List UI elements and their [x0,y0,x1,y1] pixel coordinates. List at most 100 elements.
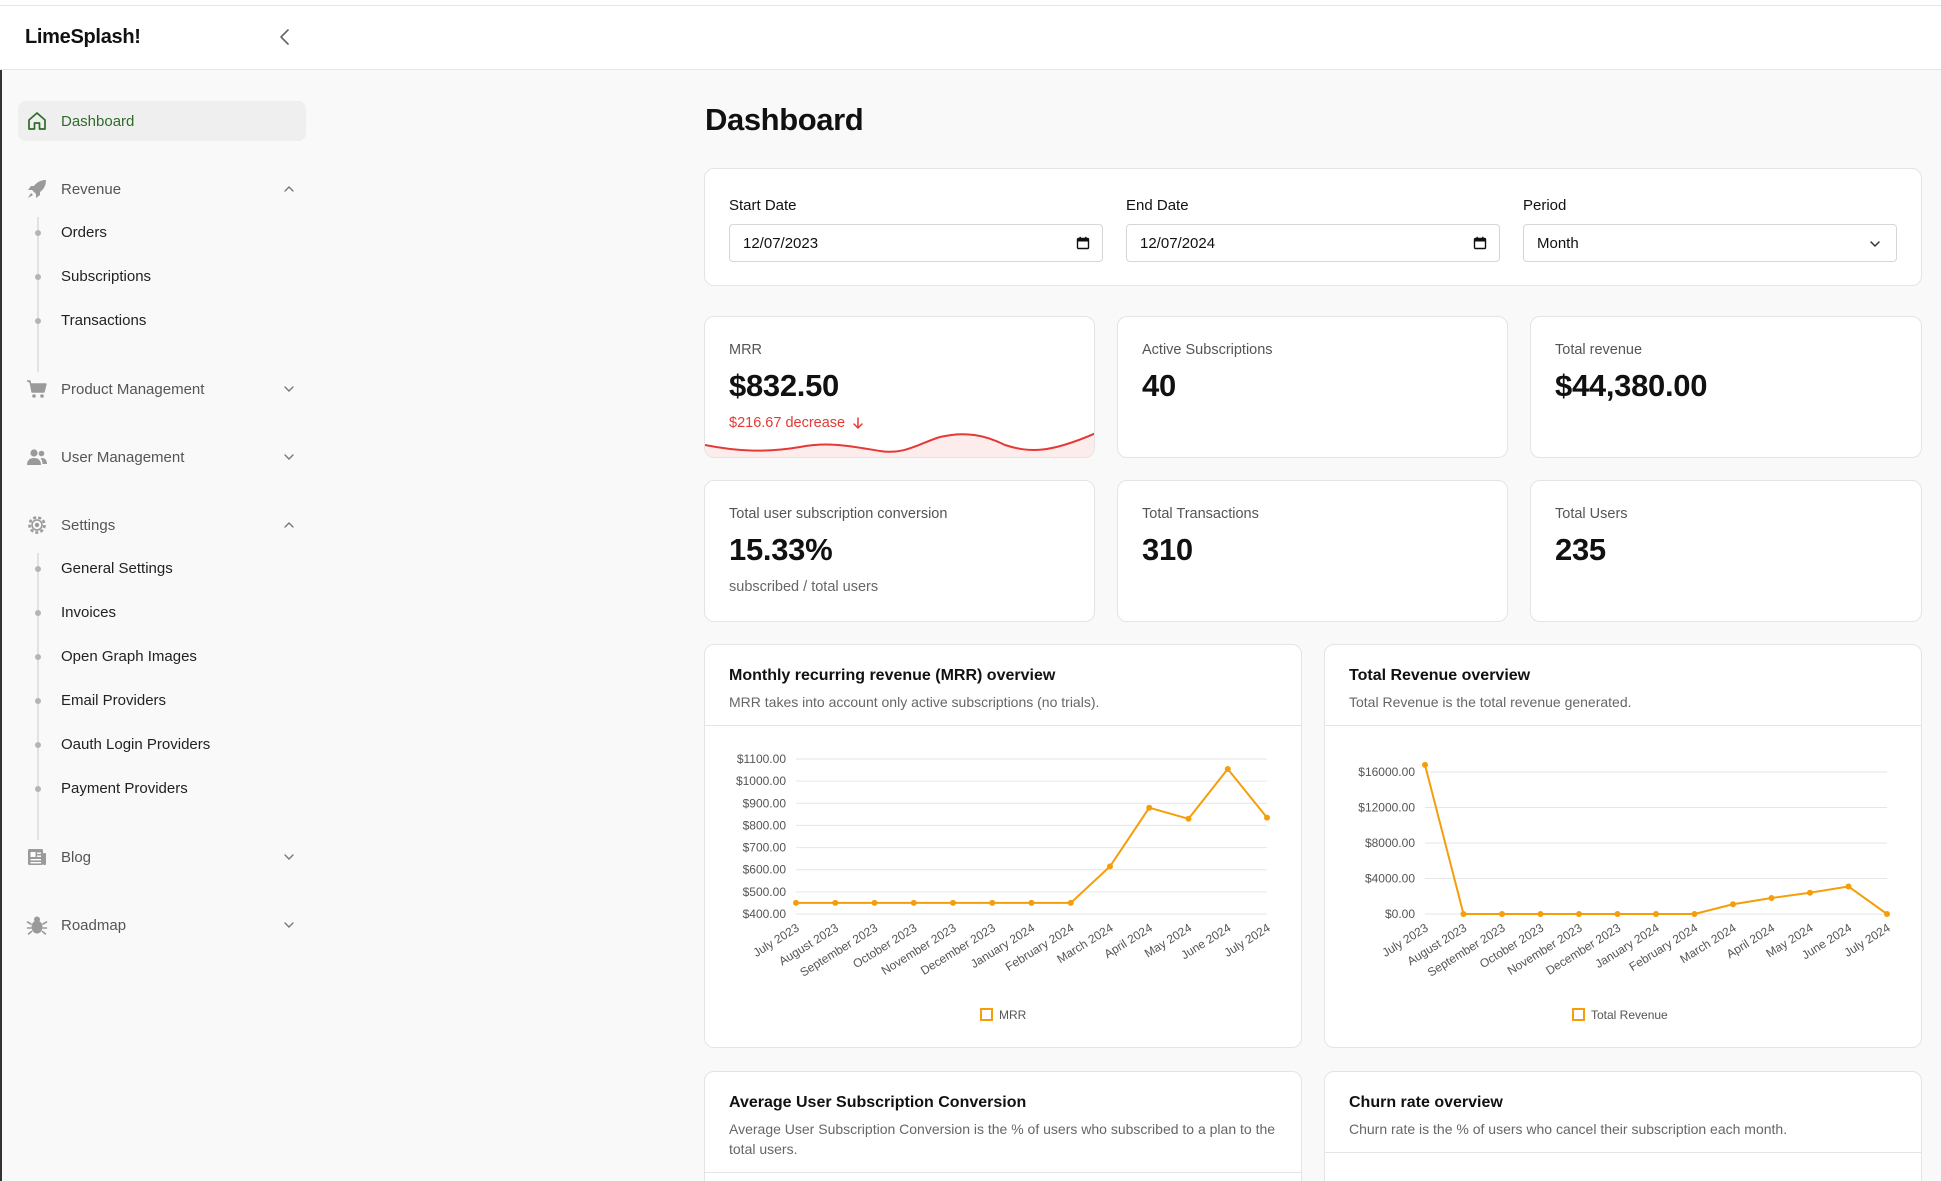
data-point [1537,911,1544,917]
date-filter-card: Start Date 12/07/2023 End Date 12/07/202… [704,168,1922,286]
y-tick-label: $0.00 [1385,907,1415,921]
mrr-label: MRR [729,342,763,358]
data-point [989,899,996,906]
start-date-input[interactable]: 12/07/2023 [729,224,1103,262]
y-tick-label: $700.00 [743,841,787,855]
users-icon [27,449,47,465]
data-point [1653,911,1659,917]
bullet-icon [35,698,41,704]
data-point [1499,911,1505,917]
conversion-sub: subscribed / total users [729,579,879,595]
sidebar-item-label: Transactions [61,312,147,329]
data-point [1146,804,1153,811]
data-point [910,899,917,906]
newspaper-icon [28,849,46,865]
y-tick-label: $1000.00 [736,774,786,788]
sidebar-item-blog[interactable]: Blog [18,837,306,877]
sidebar-item-subscriptions[interactable]: Subscriptions [18,260,306,294]
sidebar-item-payment-providers[interactable]: Payment Providers [18,772,306,806]
sidebar-item-user-management[interactable]: User Management [18,437,306,477]
bullet-icon [35,318,41,324]
series-line [796,767,1268,904]
sidebar-item-roadmap[interactable]: Roadmap [18,905,306,945]
data-point [793,899,799,906]
rocket-icon [28,180,46,198]
sidebar-item-transactions[interactable]: Transactions [18,304,306,338]
legend-swatch [980,1008,993,1021]
sidebar-item-oauth-login-providers[interactable]: Oauth Login Providers [18,728,306,762]
chevron-down-icon [284,922,294,928]
data-point [1264,814,1270,821]
sidebar-item-label: Blog [61,848,92,866]
data-point [950,899,956,906]
sidebar-item-email-providers[interactable]: Email Providers [18,684,306,718]
churn-chart-card: Churn rate overview Churn rate is the % … [1324,1071,1922,1181]
data-point [1185,815,1192,822]
collapse-sidebar-button[interactable] [274,26,296,48]
data-point [1730,901,1736,908]
chevron-down-icon [1870,241,1880,248]
sidebar-item-dashboard[interactable]: Dashboard [18,101,306,141]
end-date-input[interactable]: 12/07/2024 [1126,224,1500,262]
y-tick-label: $400.00 [743,907,787,921]
sidebar-item-label: Product Management [61,380,205,398]
churn-chart-title: Churn rate overview [1349,1094,1503,1111]
data-point [1576,911,1582,917]
y-tick-label: $600.00 [743,863,787,877]
sidebar-item-product-management[interactable]: Product Management [18,369,306,409]
sidebar-item-open-graph-images[interactable]: Open Graph Images [18,640,306,674]
sidebar-item-revenue[interactable]: Revenue [18,169,306,209]
data-point [1807,889,1813,896]
transactions-label: Total Transactions [1142,506,1259,522]
conversion-chart-card: Average User Subscription Conversion Ave… [704,1071,1302,1181]
data-point [1614,911,1621,917]
sidebar-item-label: Revenue [61,180,122,198]
data-point [1460,911,1467,917]
app-header: LimeSplash! [0,6,1941,70]
mrr-chart-title: Monthly recurring revenue (MRR) overview [729,667,1056,684]
period-value: Month [1537,234,1579,252]
arrow-down-icon [853,417,863,429]
chevron-down-icon [284,454,294,460]
period-select[interactable]: Month [1523,224,1897,262]
mrr-sparkline [705,432,1094,457]
revenue-line-chart: $16000.00$12000.00$8000.00$4000.00$0.00J… [1358,761,1893,1022]
calendar-icon[interactable] [1076,236,1090,250]
sidebar-item-label: Subscriptions [61,268,152,285]
sidebar-item-settings[interactable]: Settings [18,505,306,545]
series-line [1424,764,1888,915]
active-subscriptions-value: 40 [1142,368,1176,403]
data-point [1107,863,1113,870]
users-card: Total Users 235 [1530,480,1922,622]
sidebar-item-invoices[interactable]: Invoices [18,596,306,630]
period-label: Period [1523,197,1567,214]
calendar-icon[interactable] [1473,236,1487,250]
data-point [1691,911,1698,917]
sidebar-item-label: Settings [61,516,116,534]
transactions-card: Total Transactions 310 [1117,480,1508,622]
conversion-chart-description: Average User Subscription Conversion is … [729,1121,1276,1157]
data-point [1422,761,1428,768]
start-date-value: 12/07/2023 [743,234,819,252]
cart-icon [27,380,47,398]
total-revenue-card: Total revenue $44,380.00 [1530,316,1922,458]
bullet-icon [35,230,41,236]
sidebar-item-label: Dashboard [61,112,135,130]
sidebar-item-general-settings[interactable]: General Settings [18,552,306,586]
home-icon [28,112,46,130]
legend-label: MRR [999,1008,1027,1022]
mrr-change: $216.67 decrease [729,415,865,431]
divider [1325,1152,1921,1153]
churn-chart-description: Churn rate is the % of users who cancel … [1349,1121,1788,1137]
mrr-value: $832.50 [729,368,839,403]
users-value: 235 [1555,532,1606,567]
y-tick-label: $16000.00 [1358,765,1415,779]
active-subscriptions-label: Active Subscriptions [1142,342,1273,358]
y-tick-label: $12000.00 [1358,801,1415,815]
end-date-value: 12/07/2024 [1140,234,1216,252]
sidebar-item-orders[interactable]: Orders [18,216,306,250]
total-revenue-label: Total revenue [1555,342,1643,358]
data-point [832,899,839,906]
y-tick-label: $8000.00 [1365,836,1415,850]
app-logo: LimeSplash! [25,26,141,48]
